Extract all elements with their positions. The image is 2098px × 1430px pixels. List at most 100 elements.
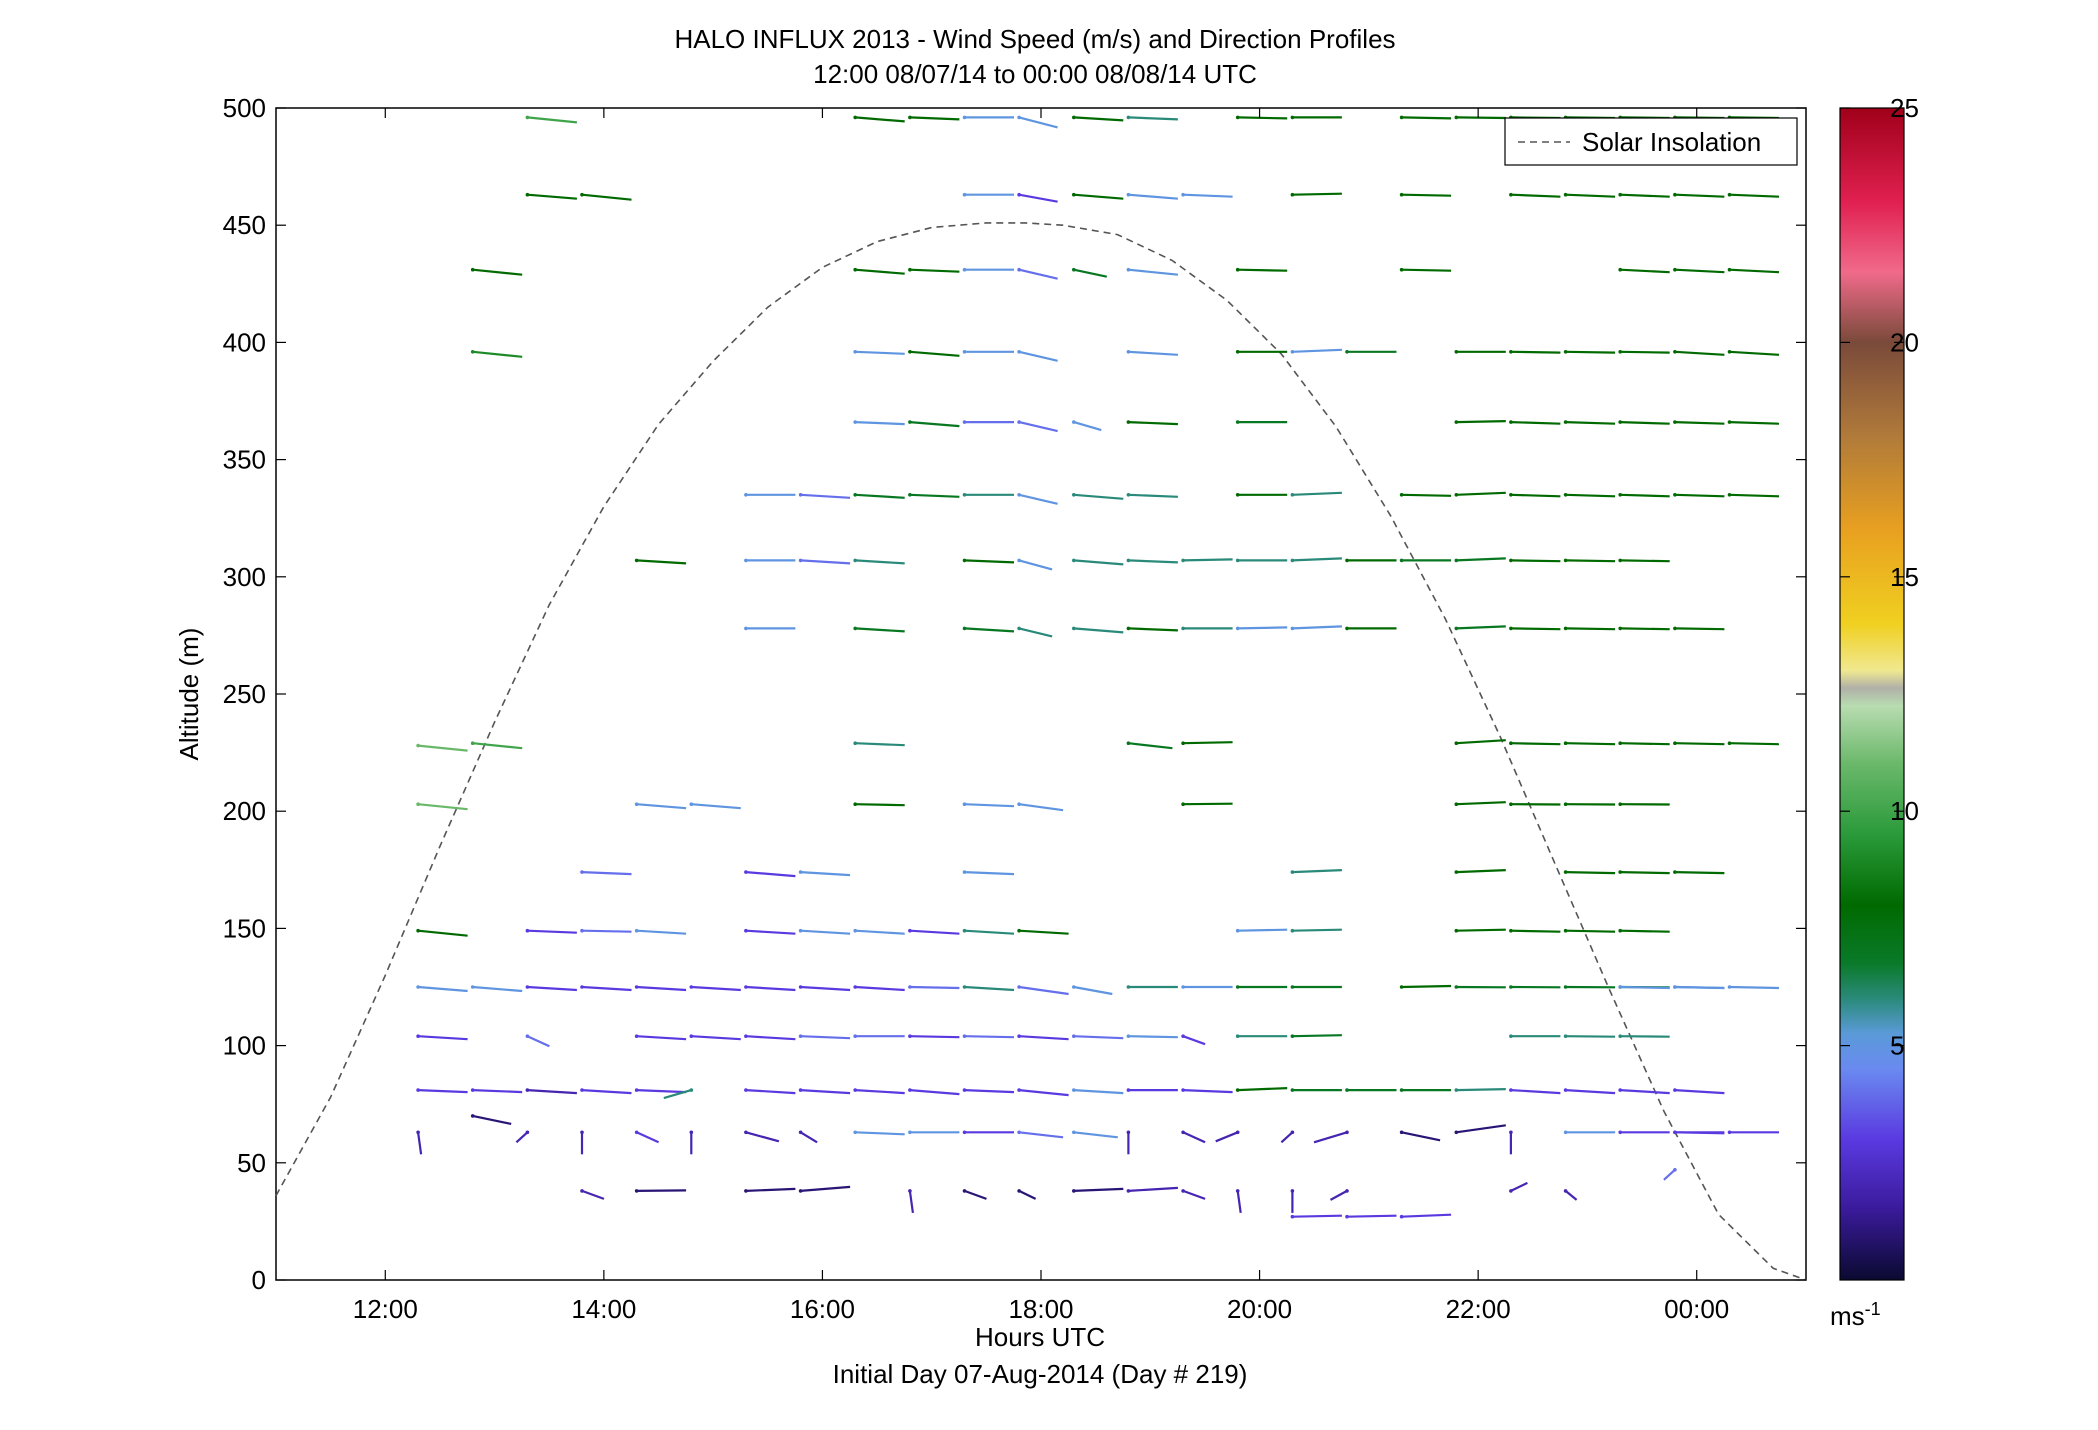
wind-vector-origin (1072, 559, 1076, 563)
wind-vector-origin (1291, 985, 1295, 989)
plot-area (276, 108, 1806, 1280)
wind-vector-origin (1236, 1189, 1240, 1193)
wind-vector (1566, 560, 1616, 561)
wind-vector-origin (1728, 193, 1732, 197)
wind-vector (1238, 627, 1288, 628)
wind-vector (1347, 1216, 1397, 1217)
wind-vector-origin (1072, 1088, 1076, 1092)
wind-vector-origin (1673, 870, 1677, 874)
wind-vector-origin (1017, 493, 1021, 497)
wind-vector-origin (1236, 116, 1240, 120)
wind-vector-origin (1017, 420, 1021, 424)
wind-vector-origin (1509, 741, 1513, 745)
wind-vector-origin (1072, 193, 1076, 197)
wind-vector-origin (963, 1088, 967, 1092)
wind-vector-origin (963, 420, 967, 424)
wind-vector-origin (1618, 420, 1622, 424)
wind-vector-origin (963, 116, 967, 120)
wind-vector-origin (1728, 741, 1732, 745)
wind-vector-origin (1072, 493, 1076, 497)
wind-vector-origin (526, 929, 530, 933)
chart-subtitle: 12:00 08/07/14 to 00:00 08/08/14 UTC (813, 59, 1257, 89)
wind-vector-origin (853, 1088, 857, 1092)
wind-vector-origin (963, 985, 967, 989)
wind-vector-origin (853, 116, 857, 120)
wind-vector-origin (1728, 420, 1732, 424)
wind-vector-origin (799, 985, 803, 989)
y-tick-label: 200 (223, 796, 266, 826)
wind-vector-origin (908, 1034, 912, 1038)
wind-vector-origin (1017, 193, 1021, 197)
wind-vector-origin (1017, 1034, 1021, 1038)
wind-vector-origin (1509, 929, 1513, 933)
wind-vector-origin (908, 1088, 912, 1092)
wind-vector-origin (690, 1131, 694, 1135)
wind-vector-origin (1673, 268, 1677, 272)
wind-vector (1511, 560, 1561, 561)
wind-vector (1238, 117, 1288, 118)
wind-vector-origin (1509, 1131, 1513, 1135)
wind-vector-origin (1017, 268, 1021, 272)
wind-vector-origin (526, 1088, 530, 1092)
wind-vector-origin (1127, 193, 1131, 197)
wind-vector (1183, 742, 1233, 743)
wind-vector-origin (635, 1088, 639, 1092)
colorbar-tick-label: 15 (1890, 562, 1919, 592)
wind-vector-origin (744, 929, 748, 933)
wind-vector-origin (1127, 1088, 1131, 1092)
wind-vector-origin (526, 116, 530, 120)
wind-vector (1456, 1089, 1506, 1090)
wind-vector-origin (1618, 870, 1622, 874)
wind-vector-origin (1072, 1189, 1076, 1193)
wind-vector-origin (1728, 350, 1732, 354)
wind-vector-origin (1564, 193, 1568, 197)
wind-vector-origin (1618, 627, 1622, 631)
x-axis-label: Hours UTC (975, 1322, 1105, 1352)
wind-vector-origin (635, 929, 639, 933)
legend: Solar Insolation (1505, 118, 1797, 165)
wind-vector-origin (1618, 741, 1622, 745)
wind-vector-origin (1455, 420, 1459, 424)
wind-vector-origin (1017, 1131, 1021, 1135)
wind-vector-origin (908, 985, 912, 989)
wind-vector (1456, 930, 1506, 931)
wind-vector (1675, 628, 1725, 629)
wind-vector-origin (1291, 1088, 1295, 1092)
colorbar-tick-label: 25 (1890, 93, 1919, 123)
wind-vector-origin (853, 420, 857, 424)
wind-vector-origin (690, 985, 694, 989)
wind-vector-origin (635, 1034, 639, 1038)
wind-vector-origin (1291, 870, 1295, 874)
wind-vector-origin (1455, 741, 1459, 745)
wind-vector-origin (1728, 985, 1732, 989)
wind-vector (1511, 495, 1561, 497)
wind-vector-origin (963, 929, 967, 933)
wind-vector (1620, 495, 1670, 497)
wind-vector-origin (799, 493, 803, 497)
y-tick-label: 0 (252, 1265, 266, 1295)
wind-vector-origin (744, 493, 748, 497)
wind-vector (582, 931, 632, 932)
wind-vector-origin (1181, 193, 1185, 197)
wind-vector-origin (1673, 493, 1677, 497)
wind-vector-origin (853, 350, 857, 354)
wind-vector (1620, 743, 1670, 744)
wind-vector-origin (526, 193, 530, 197)
wind-vector-origin (744, 1088, 748, 1092)
x-tick-label: 18:00 (1008, 1294, 1073, 1324)
wind-vector (1730, 495, 1780, 497)
wind-vector-origin (1127, 116, 1131, 120)
wind-vector-origin (1455, 870, 1459, 874)
wind-vector-origin (1236, 929, 1240, 933)
wind-vector-origin (744, 1189, 748, 1193)
wind-vector-origin (963, 268, 967, 272)
wind-vector (1402, 195, 1452, 196)
wind-vector (1292, 1035, 1342, 1036)
wind-vector-origin (1509, 1088, 1513, 1092)
wind-vector-origin (1455, 985, 1459, 989)
wind-vector-origin (416, 1131, 420, 1135)
wind-vector-origin (1564, 1189, 1568, 1193)
wind-vector (1402, 495, 1452, 496)
wind-vector-origin (1072, 1131, 1076, 1135)
wind-vector-origin (1127, 1189, 1131, 1193)
